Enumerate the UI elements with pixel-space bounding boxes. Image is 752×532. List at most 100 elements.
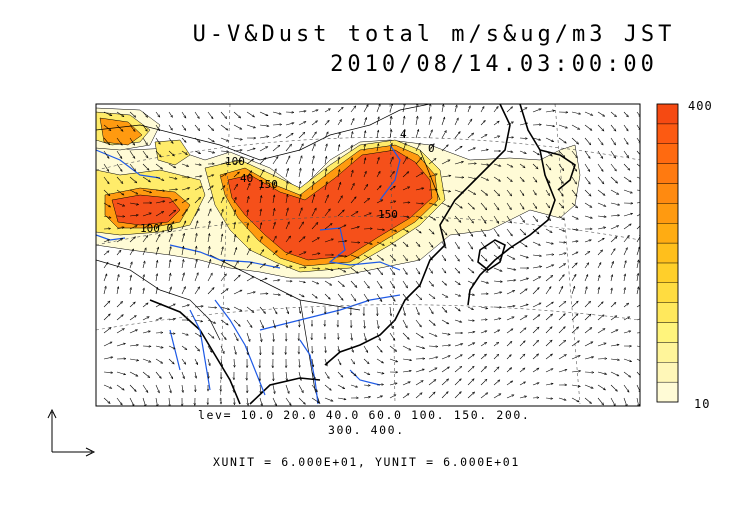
wind-arrow	[493, 394, 501, 399]
wind-arrow	[246, 319, 252, 328]
wind-arrow	[402, 116, 405, 126]
wind-arrow	[234, 222, 235, 230]
wind-arrow	[168, 137, 173, 143]
wind-arrow	[259, 306, 266, 314]
wind-arrow	[142, 213, 151, 217]
wind-arrow	[558, 202, 564, 208]
wind-arrow	[247, 223, 248, 230]
wind-arrow	[103, 251, 109, 256]
wind-arrow	[155, 358, 163, 363]
wind-arrow	[454, 254, 459, 261]
wind-arrow	[350, 293, 356, 301]
wind-arrow	[233, 124, 242, 130]
wind-arrow	[181, 345, 187, 350]
chart-timestamp: 2010/08/14.03:00:00	[330, 52, 658, 77]
wind-arrow	[220, 222, 222, 230]
wind-arrow	[402, 293, 408, 301]
colorbar-swatch	[656, 183, 679, 204]
wind-arrow	[376, 267, 383, 275]
wind-arrow	[519, 254, 528, 258]
wind-arrow	[467, 332, 475, 333]
wind-arrow	[454, 162, 464, 165]
wind-arrow	[636, 137, 640, 144]
wind-arrow	[402, 254, 408, 261]
wind-arrow	[376, 358, 384, 363]
wind-arrow	[428, 130, 432, 139]
wind-arrow	[610, 249, 615, 256]
wind-arrow	[142, 331, 150, 334]
wind-arrow	[584, 328, 592, 334]
wind-arrow	[519, 341, 525, 347]
wind-arrow	[467, 354, 474, 360]
wind-arrow	[207, 288, 214, 295]
wind-arrow	[454, 228, 460, 236]
wind-arrow	[311, 144, 315, 152]
wind-arrow	[142, 397, 146, 406]
wind-arrow	[155, 287, 158, 295]
wind-arrow	[103, 189, 110, 196]
wind-arrow	[351, 158, 352, 165]
wind-arrow	[493, 189, 500, 196]
contour-label: 4	[400, 128, 407, 141]
wind-arrow	[519, 138, 527, 139]
wind-arrow	[116, 189, 124, 195]
wind-arrow	[493, 254, 501, 260]
wind-arrow	[324, 358, 327, 366]
wind-arrow	[376, 345, 382, 352]
wind-arrow	[324, 384, 331, 390]
wind-arrow	[558, 340, 566, 347]
wind-arrow	[428, 144, 434, 152]
wind-arrow	[636, 358, 640, 362]
wind-arrow	[337, 145, 340, 152]
wind-arrow	[415, 254, 420, 261]
wind-arrow	[298, 132, 305, 139]
wind-arrow	[220, 260, 225, 269]
wind-arrow	[571, 229, 578, 230]
wind-arrow	[545, 265, 554, 269]
colorbar	[656, 103, 679, 403]
wind-arrow	[597, 111, 605, 116]
wind-arrow	[610, 137, 616, 145]
wind-arrow	[480, 202, 487, 210]
colorbar-swatch	[656, 103, 679, 125]
wind-arrow	[103, 397, 110, 404]
chart-title: U-V&Dust total m/s&ug/m3 JST	[192, 22, 676, 47]
wind-arrow	[467, 267, 474, 273]
wind-arrow	[181, 287, 186, 295]
wind-arrow	[155, 124, 160, 131]
wind-arrow	[402, 358, 412, 360]
wind-arrow	[168, 163, 176, 168]
wind-arrow	[389, 254, 396, 261]
wind-arrow	[636, 202, 640, 204]
wind-arrow	[272, 195, 274, 204]
wind-arrow	[285, 208, 288, 217]
wind-arrow	[454, 293, 461, 296]
map-plot-area	[96, 104, 640, 406]
wind-arrow	[259, 111, 268, 116]
colorbar-max-label: 400	[688, 99, 713, 113]
wind-arrow	[493, 136, 500, 139]
wind-arrow	[623, 317, 630, 321]
wind-arrow	[259, 236, 262, 243]
wind-arrow	[350, 280, 357, 288]
wind-arrow	[234, 358, 235, 367]
wind-arrow	[311, 110, 318, 113]
wind-arrow	[233, 248, 237, 256]
wind-arrow	[441, 241, 446, 248]
wind-arrow	[532, 241, 540, 245]
wind-arrow	[116, 202, 125, 206]
wind-arrow	[532, 163, 538, 169]
wind-arrow	[467, 215, 474, 223]
wind-arrow	[571, 384, 580, 387]
wind-arrow	[337, 384, 345, 389]
wind-arrow	[285, 168, 288, 178]
wind-arrow	[220, 306, 230, 309]
wind-arrow	[233, 150, 242, 151]
wind-arrow	[363, 280, 369, 288]
wind-arrow	[207, 358, 210, 366]
wind-arrow	[337, 241, 347, 242]
wind-arrow	[324, 397, 333, 401]
wind-arrow	[298, 144, 303, 152]
wind-arrow	[155, 260, 158, 269]
wind-arrow	[480, 215, 486, 223]
